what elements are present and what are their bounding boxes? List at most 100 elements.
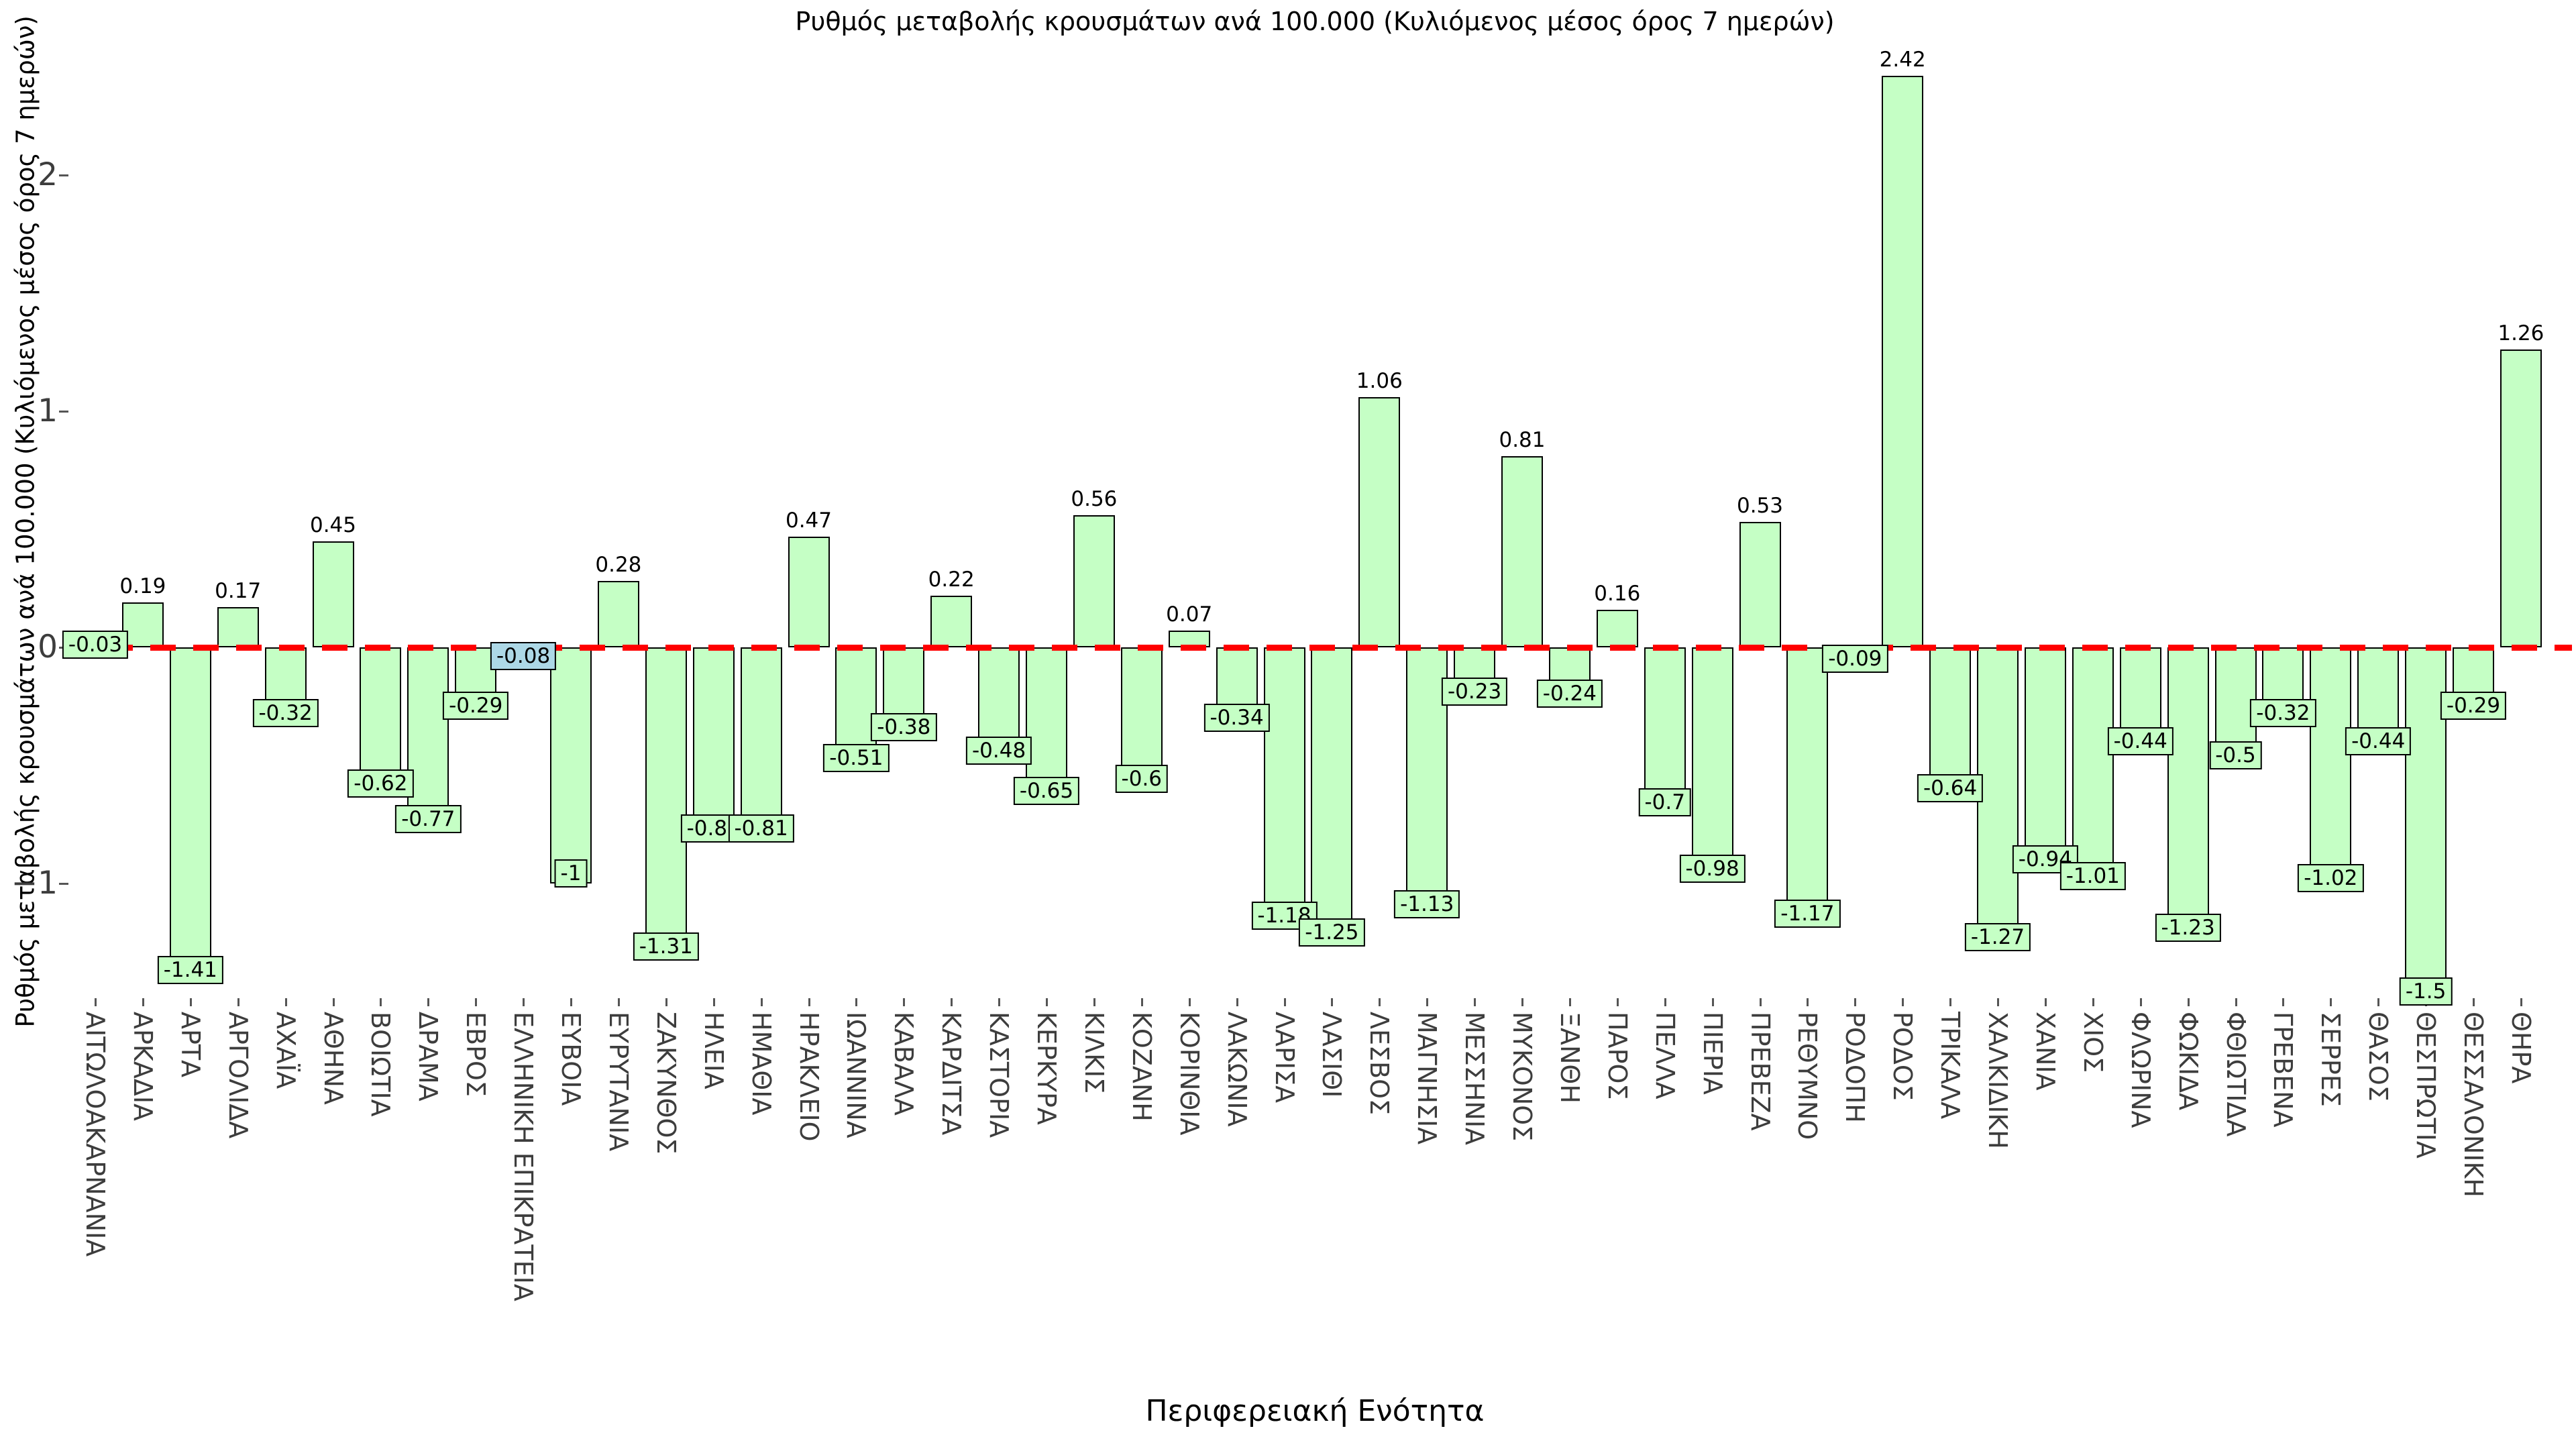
- bar: [1026, 647, 1067, 801]
- bar: [693, 647, 735, 839]
- x-tick-mark: [2140, 998, 2142, 1006]
- x-tick-mark: [2235, 998, 2237, 1006]
- bar-value-label: -0.77: [395, 805, 462, 833]
- zero-baseline: [64, 645, 2572, 651]
- bar-value-label: -0.5: [2209, 741, 2262, 769]
- x-tick-mark: [1474, 998, 1476, 1006]
- x-tick-mark: [1760, 998, 1762, 1006]
- x-tick-mark: [2473, 998, 2475, 1006]
- bar: [1786, 647, 1828, 924]
- x-tick-label: ΧΑΝΙΑ: [2031, 1012, 2060, 1091]
- x-tick-label: ΗΛΕΙΑ: [699, 1012, 729, 1089]
- x-tick-label: ΔΡΑΜΑ: [413, 1012, 443, 1102]
- x-tick-label: ΑΡΓΟΛΙΔΑ: [223, 1012, 253, 1139]
- x-tick-mark: [95, 998, 97, 1006]
- x-tick-label: ΦΘΙΩΤΙΔΑ: [2221, 1012, 2251, 1137]
- bar: [1311, 647, 1352, 943]
- bar-value-label: -1.27: [1964, 923, 2031, 951]
- bar-value-label: -1.41: [157, 956, 223, 984]
- x-tick-mark: [808, 998, 810, 1006]
- x-tick-label: ΧΑΛΚΙΔΙΚΗ: [1983, 1012, 2012, 1149]
- x-tick-mark: [1331, 998, 1333, 1006]
- bar-value-label: 0.07: [1166, 602, 1213, 627]
- bar-value-label: -0.38: [871, 713, 937, 741]
- x-tick-label: ΡΟΔΟΣ: [1888, 1012, 1917, 1101]
- bar-value-label: -0.48: [965, 737, 1032, 765]
- bar: [2072, 647, 2114, 886]
- x-tick-label: ΚΟΡΙΝΘΙΑ: [1175, 1012, 1204, 1136]
- x-tick-label: ΚΙΛΚΙΣ: [1079, 1012, 1109, 1094]
- bar: [1358, 397, 1400, 647]
- bar: [407, 647, 449, 829]
- bar-value-label: -0.09: [1822, 645, 1888, 673]
- chart-title: Ρυθμός μεταβολής κρουσμάτων ανά 100.000 …: [795, 7, 1835, 36]
- x-tick-mark: [333, 998, 335, 1006]
- x-tick-mark: [475, 998, 477, 1006]
- x-tick-label: ΓΡΕΒΕΝΑ: [2268, 1012, 2298, 1128]
- bar-value-label: -0.34: [1203, 704, 1270, 732]
- bar-value-label: 0.16: [1594, 582, 1641, 606]
- bar-value-label: -0.32: [2250, 699, 2316, 727]
- x-tick-mark: [761, 998, 763, 1006]
- y-tick-label: −1: [11, 865, 58, 902]
- x-tick-mark: [1236, 998, 1238, 1006]
- bar-value-label: -1: [554, 859, 588, 888]
- x-tick-label: ΛΑΣΙΘΙ: [1317, 1012, 1346, 1098]
- x-tick-label: ΒΟΙΩΤΙΑ: [366, 1012, 395, 1117]
- x-tick-mark: [1093, 998, 1095, 1006]
- x-tick-label: ΞΑΝΘΗ: [1555, 1012, 1585, 1104]
- bar-value-label: 0.81: [1499, 428, 1546, 452]
- x-tick-mark: [1997, 998, 1999, 1006]
- x-tick-label: ΑΙΤΩΛΟΑΚΑΡΝΑΝΙΑ: [80, 1012, 110, 1257]
- x-tick-label: ΜΥΚΟΝΟΣ: [1507, 1012, 1537, 1142]
- x-tick-label: ΠΡΕΒΕΖΑ: [1746, 1012, 1775, 1131]
- x-tick-mark: [998, 998, 1000, 1006]
- bar-value-label: -1.02: [2298, 864, 2364, 892]
- x-tick-label: ΘΑΣΟΣ: [2363, 1012, 2393, 1102]
- bar-value-label: 0.45: [309, 513, 357, 537]
- x-tick-mark: [665, 998, 667, 1006]
- bar-value-label: -0.64: [1917, 774, 1984, 802]
- bar-value-label: -1.5: [2399, 977, 2453, 1006]
- bar-value-label: 1.26: [2498, 321, 2544, 345]
- bar: [1739, 522, 1781, 647]
- bar: [598, 581, 639, 647]
- x-tick-label: ΑΡΤΑ: [176, 1012, 205, 1078]
- x-tick-mark: [1426, 998, 1428, 1006]
- y-tick-mark: [59, 883, 68, 885]
- x-tick-mark: [2520, 998, 2522, 1006]
- x-tick-mark: [855, 998, 857, 1006]
- x-axis-label: Περιφερειακή Ενότητα: [1145, 1394, 1485, 1428]
- x-tick-label: ΕΥΡΥΤΑΝΙΑ: [604, 1012, 633, 1152]
- x-tick-label: ΜΑΓΝΗΣΙΑ: [1412, 1012, 1442, 1145]
- bar-value-label: -0.6: [1115, 765, 1169, 793]
- x-tick-label: ΠΙΕΡΙΑ: [1698, 1012, 1727, 1095]
- x-tick-mark: [2282, 998, 2284, 1006]
- bar: [170, 647, 211, 980]
- bar-value-label: -1.25: [1299, 918, 1365, 947]
- x-tick-mark: [1046, 998, 1048, 1006]
- x-tick-label: ΜΕΣΣΗΝΙΑ: [1460, 1012, 1489, 1146]
- bar-value-label: -0.29: [443, 692, 509, 720]
- x-tick-label: ΘΗΡΑ: [2506, 1012, 2536, 1084]
- x-tick-label: ΑΘΗΝΑ: [319, 1012, 348, 1105]
- bar-value-label: -1.13: [1394, 890, 1460, 918]
- bar: [1929, 647, 1971, 798]
- bar-value-label: 1.06: [1356, 369, 1403, 393]
- x-tick-label: ΡΕΘΥΜΝΟ: [1792, 1012, 1822, 1140]
- x-tick-label: ΛΕΣΒΟΣ: [1364, 1012, 1394, 1116]
- x-tick-label: ΚΕΡΚΥΡΑ: [1032, 1012, 1061, 1125]
- x-tick-mark: [1854, 998, 1856, 1006]
- bar: [1644, 647, 1686, 812]
- x-tick-mark: [142, 998, 144, 1006]
- bar-value-label: 0.47: [785, 508, 833, 533]
- x-tick-mark: [523, 998, 525, 1006]
- bar: [1882, 76, 1923, 647]
- x-tick-label: ΕΒΡΟΣ: [461, 1012, 490, 1097]
- x-tick-mark: [2330, 998, 2332, 1006]
- x-tick-label: ΣΕΡΡΕΣ: [2316, 1012, 2345, 1107]
- x-tick-mark: [1807, 998, 1809, 1006]
- bar-value-label: -0.44: [2345, 727, 2412, 755]
- x-tick-mark: [285, 998, 287, 1006]
